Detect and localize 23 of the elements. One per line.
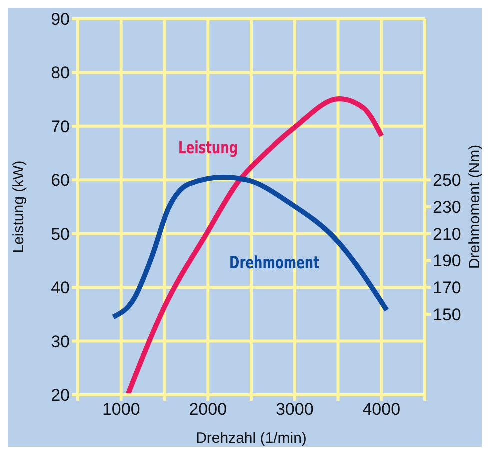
y2-tick-label: 210 xyxy=(433,224,462,244)
x-tick-label: 2000 xyxy=(189,400,228,420)
y2-tick-label: 250 xyxy=(433,171,462,190)
series-label: Leistung xyxy=(178,138,238,158)
y-tick-label: 80 xyxy=(51,64,70,83)
x-tick-label: 3000 xyxy=(276,400,314,420)
y-tick-label: 40 xyxy=(51,278,70,298)
y-axis-title: Leistung (kW) xyxy=(10,160,28,254)
x-axis-title: Drehzahl (1/min) xyxy=(196,430,307,447)
y2-tick-label: 190 xyxy=(433,252,462,271)
y-tick-label: 90 xyxy=(51,10,70,30)
x-tick-label: 1000 xyxy=(102,400,140,420)
x-tick-label: 4000 xyxy=(362,400,401,420)
y-tick-label: 70 xyxy=(51,117,70,136)
y-tick-label: 30 xyxy=(51,332,70,352)
y2-tick-label: 150 xyxy=(433,305,462,324)
y2-axis-title: Drehmoment (Nm) xyxy=(466,144,484,270)
series-label: Drehmoment xyxy=(230,252,320,273)
y-tick-label: 60 xyxy=(51,171,70,190)
y2-tick-label: 230 xyxy=(433,198,462,218)
y-tick-label: 20 xyxy=(51,386,70,406)
y2-tick-label: 170 xyxy=(433,278,462,298)
y-tick-label: 50 xyxy=(51,224,70,244)
